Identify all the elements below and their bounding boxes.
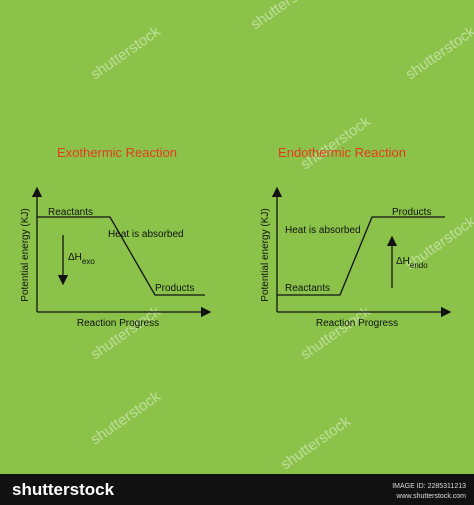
diagram-title: Endothermic Reaction	[278, 145, 406, 160]
delta-label: ΔHendo	[396, 256, 428, 270]
reactants-label: Reactants	[285, 283, 330, 294]
energy-curve	[277, 216, 445, 296]
footer-image-id: IMAGE ID: 2285311213	[392, 483, 466, 490]
delta-subscript: endo	[410, 261, 428, 270]
delta-symbol: ΔH	[396, 256, 410, 267]
endothermic-diagram: Endothermic Reaction Potential energy (K…	[260, 145, 452, 329]
heat-label: Heat is absorbed	[285, 225, 361, 236]
products-label: Products	[155, 283, 194, 294]
reactants-label: Reactants	[48, 207, 93, 218]
products-label: Products	[392, 207, 431, 218]
y-axis-label: Potential energy (KJ)	[260, 208, 271, 301]
delta-symbol: ΔH	[68, 252, 82, 263]
energy-curve	[37, 216, 205, 296]
x-axis-label: Reaction Progress	[77, 318, 159, 329]
heat-label: Heat is absorbed	[108, 229, 184, 240]
exothermic-diagram: Exothermic Reaction Potential energy (KJ…	[20, 145, 212, 329]
x-axis-label: Reaction Progress	[316, 318, 398, 329]
footer-site: www.shutterstock.com	[395, 493, 466, 500]
delta-label: ΔHexo	[68, 252, 95, 266]
footer-bar	[0, 474, 474, 505]
y-axis-label: Potential energy (KJ)	[20, 208, 31, 301]
footer-brand: shutterstock	[12, 480, 115, 499]
diagram-title: Exothermic Reaction	[57, 145, 177, 160]
delta-subscript: exo	[82, 257, 95, 266]
